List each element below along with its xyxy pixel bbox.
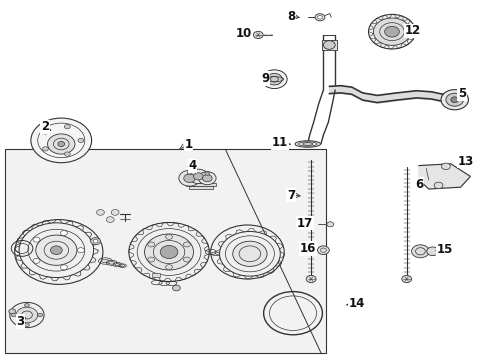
Circle shape: [198, 172, 216, 185]
Circle shape: [202, 175, 212, 182]
Text: 15: 15: [437, 243, 453, 256]
Circle shape: [9, 309, 16, 314]
Circle shape: [368, 14, 416, 49]
Text: 11: 11: [272, 136, 289, 149]
Circle shape: [48, 134, 75, 154]
Text: 5: 5: [458, 87, 466, 100]
Circle shape: [183, 242, 190, 247]
Circle shape: [166, 265, 172, 270]
Text: 17: 17: [297, 217, 314, 230]
Text: 6: 6: [415, 178, 423, 191]
Bar: [186, 183, 216, 186]
Circle shape: [64, 125, 70, 129]
Text: 7: 7: [287, 189, 295, 202]
Circle shape: [160, 246, 178, 258]
Text: 13: 13: [457, 155, 474, 168]
Bar: [189, 186, 213, 189]
Ellipse shape: [101, 259, 109, 263]
Circle shape: [60, 265, 67, 270]
Circle shape: [24, 303, 29, 307]
Circle shape: [323, 41, 335, 49]
Ellipse shape: [303, 143, 313, 145]
Text: 9: 9: [262, 72, 270, 85]
Circle shape: [16, 307, 38, 323]
Circle shape: [111, 210, 119, 215]
Circle shape: [60, 230, 67, 235]
Circle shape: [446, 93, 464, 106]
Text: 3: 3: [17, 315, 24, 328]
Circle shape: [19, 223, 94, 278]
Circle shape: [10, 302, 44, 328]
Circle shape: [58, 141, 65, 147]
Circle shape: [183, 257, 190, 262]
Circle shape: [64, 152, 70, 156]
Circle shape: [93, 239, 98, 243]
Circle shape: [402, 275, 412, 283]
Circle shape: [38, 313, 43, 317]
Circle shape: [172, 285, 180, 291]
Circle shape: [36, 235, 77, 265]
Circle shape: [373, 18, 411, 45]
Circle shape: [24, 323, 29, 327]
Circle shape: [106, 217, 114, 222]
Circle shape: [441, 90, 468, 110]
Circle shape: [31, 118, 92, 163]
Circle shape: [412, 245, 429, 258]
Text: 4: 4: [189, 159, 196, 172]
Text: 10: 10: [236, 27, 252, 40]
Text: 14: 14: [348, 297, 365, 310]
Circle shape: [78, 138, 84, 143]
Circle shape: [145, 234, 194, 270]
Circle shape: [184, 174, 196, 183]
Circle shape: [33, 258, 40, 263]
Circle shape: [43, 147, 49, 151]
Circle shape: [327, 222, 334, 227]
Circle shape: [43, 130, 49, 134]
Circle shape: [97, 210, 104, 215]
Circle shape: [77, 248, 84, 253]
Circle shape: [91, 238, 100, 245]
Circle shape: [220, 231, 280, 276]
Circle shape: [148, 242, 155, 247]
Circle shape: [253, 31, 263, 39]
Text: 1: 1: [185, 138, 193, 150]
Bar: [448, 92, 462, 107]
Circle shape: [441, 163, 450, 170]
Circle shape: [50, 246, 62, 255]
Ellipse shape: [295, 141, 320, 147]
Ellipse shape: [121, 265, 124, 267]
Circle shape: [262, 70, 287, 89]
Circle shape: [306, 275, 316, 283]
Circle shape: [194, 173, 203, 180]
Polygon shape: [419, 164, 470, 189]
Circle shape: [205, 172, 210, 175]
Circle shape: [11, 313, 16, 317]
Circle shape: [451, 97, 459, 103]
Circle shape: [166, 234, 172, 239]
Bar: [5, 149, 326, 353]
Circle shape: [315, 14, 325, 21]
Text: 12: 12: [405, 24, 421, 37]
Ellipse shape: [109, 261, 115, 264]
Text: 8: 8: [287, 10, 295, 23]
Circle shape: [318, 246, 329, 255]
Bar: [322, 40, 337, 50]
Circle shape: [129, 222, 209, 282]
Circle shape: [385, 26, 399, 37]
Circle shape: [427, 247, 439, 256]
Circle shape: [189, 169, 208, 184]
Circle shape: [318, 15, 322, 19]
Ellipse shape: [115, 264, 120, 266]
Circle shape: [33, 237, 40, 242]
Circle shape: [179, 170, 200, 186]
Circle shape: [434, 182, 443, 189]
Circle shape: [187, 171, 192, 175]
Circle shape: [148, 257, 155, 262]
Circle shape: [267, 73, 282, 85]
Text: 16: 16: [299, 242, 316, 255]
Circle shape: [233, 241, 267, 266]
Text: 2: 2: [41, 120, 49, 133]
Bar: [152, 273, 160, 277]
